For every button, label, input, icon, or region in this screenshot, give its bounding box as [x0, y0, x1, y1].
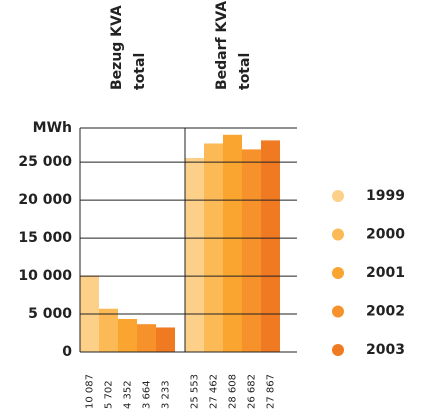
bar	[156, 327, 175, 352]
category-label: Bezug KVA	[109, 5, 125, 90]
value-label: 28 608	[228, 374, 239, 409]
y-tick-label: 20 000	[18, 192, 72, 208]
bar	[137, 324, 156, 352]
y-tick-label: 25 000	[18, 154, 72, 170]
value-label: 3 664	[142, 380, 153, 409]
y-tick-label: 5 000	[28, 306, 72, 322]
bar	[242, 149, 261, 352]
legend-marker	[332, 305, 344, 318]
legend-marker	[332, 190, 344, 202]
bar	[118, 318, 137, 352]
legend-marker	[332, 228, 344, 241]
legend-label: 2003	[366, 342, 405, 358]
value-label: 27 462	[209, 374, 220, 409]
bar	[99, 308, 118, 352]
bar	[261, 140, 280, 352]
legend-marker	[332, 267, 344, 279]
y-tick-label: 15 000	[18, 230, 72, 246]
legend-label: 2002	[366, 304, 405, 320]
value-label: 3 233	[161, 380, 172, 409]
legend-label: 2001	[366, 265, 405, 281]
legend-marker	[332, 344, 344, 356]
value-label: 10 087	[85, 374, 96, 409]
value-label: 4 352	[123, 380, 134, 409]
legend-label: 1999	[366, 188, 405, 204]
bar	[223, 134, 242, 352]
y-tick-label: 10 000	[18, 268, 72, 284]
y-axis-label: MWh	[33, 120, 72, 136]
legend-label: 2000	[366, 227, 405, 243]
value-label: 25 553	[190, 374, 201, 409]
category-label: total	[132, 53, 148, 90]
bar	[185, 157, 204, 352]
value-label: 27 867	[266, 374, 277, 409]
category-label: total	[237, 53, 253, 90]
value-label: 26 682	[247, 374, 258, 409]
bar	[204, 143, 223, 352]
y-tick-label: 0	[62, 344, 72, 360]
category-label: Bedarf KVA	[214, 1, 230, 90]
value-label: 5 702	[104, 380, 115, 409]
